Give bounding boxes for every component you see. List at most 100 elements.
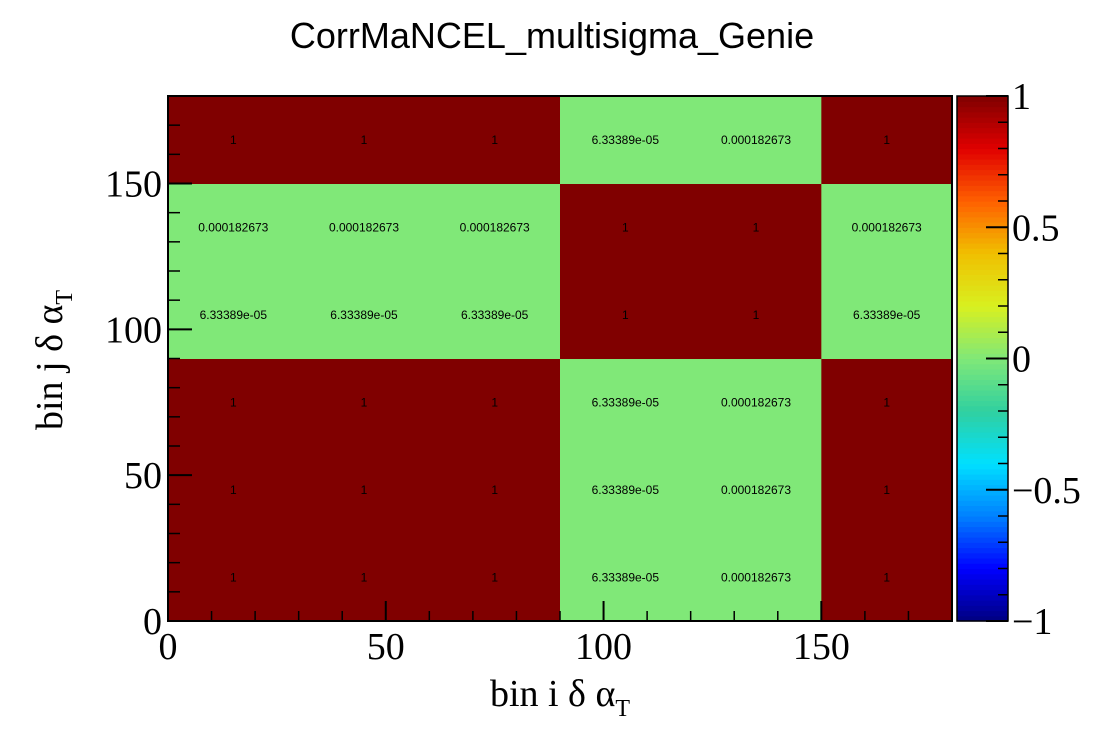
colorbar-segment	[957, 495, 1008, 501]
colorbar-tick-label: −0.5	[1012, 470, 1081, 512]
colorbar-segment	[957, 358, 1008, 365]
heatmap-cell	[429, 271, 561, 359]
colorbar-segment	[957, 537, 1008, 543]
heatmap-cell	[821, 446, 953, 534]
heatmap-cell	[560, 271, 692, 359]
colorbar-segment	[957, 216, 1008, 223]
colorbar-segment	[957, 489, 1008, 496]
colorbar-segment	[957, 542, 1008, 549]
cell-value-label: 0.000182673	[721, 483, 791, 497]
colorbar-segment	[957, 432, 1008, 438]
heatmap-cell	[560, 358, 692, 447]
y-axis-label: bin j δ αT	[29, 290, 78, 430]
colorbar-segment	[957, 531, 1008, 538]
cell-value-label: 1	[491, 570, 498, 584]
colorbar-segment	[957, 117, 1008, 123]
cell-value-label: 1	[753, 220, 760, 234]
colorbar-segment	[957, 279, 1008, 286]
colorbar-segment	[957, 547, 1008, 554]
colorbar-tick-label: 0	[1012, 339, 1031, 381]
heatmap-cell	[690, 533, 822, 622]
colorbar-segment	[957, 447, 1008, 454]
cell-value-label: 1	[622, 308, 629, 322]
colorbar-segment	[957, 264, 1008, 270]
cell-value-label: 6.33389e-05	[330, 308, 398, 322]
colorbar-segment	[957, 127, 1008, 134]
cell-value-label: 6.33389e-05	[592, 395, 660, 409]
heatmap-cell	[298, 183, 430, 272]
colorbar-segment	[957, 516, 1008, 522]
cell-value-label: 1	[230, 570, 237, 584]
colorbar-segment	[957, 122, 1008, 129]
colorbar-segment	[957, 416, 1008, 423]
heatmap-cell	[821, 533, 953, 622]
colorbar-segment	[957, 411, 1008, 417]
colorbar-segment	[957, 253, 1008, 260]
colorbar-segment	[957, 500, 1008, 507]
colorbar-segment	[957, 232, 1008, 239]
x-axis: 0 50 100 150	[159, 601, 953, 668]
heatmap-cell	[168, 96, 300, 184]
cell-value-label: 1	[491, 483, 498, 497]
colorbar-segment	[957, 206, 1008, 213]
cell-value-label: 1	[361, 395, 368, 409]
cell-value-label: 0.000182673	[721, 133, 791, 147]
cell-value-label: 1	[361, 570, 368, 584]
colorbar-segment	[957, 615, 1008, 622]
colorbar-segment	[957, 594, 1008, 601]
colorbar-segment	[957, 185, 1008, 192]
colorbar-segment	[957, 132, 1008, 139]
cell-value-label: 6.33389e-05	[592, 133, 660, 147]
cell-value-label: 1	[883, 570, 890, 584]
colorbar-segment	[957, 274, 1008, 281]
colorbar-segment	[957, 201, 1008, 207]
colorbar-segment	[957, 237, 1008, 244]
heatmap-cell	[429, 183, 561, 272]
colorbar-segment	[957, 437, 1008, 444]
colorbar-segment	[957, 332, 1008, 339]
colorbar-segment	[957, 111, 1008, 118]
colorbar-segment	[957, 468, 1008, 475]
colorbar-segment	[957, 353, 1008, 360]
colorbar-segment	[957, 479, 1008, 486]
cell-value-label: 1	[491, 133, 498, 147]
colorbar-segment	[957, 573, 1008, 580]
x-tick-label: 100	[575, 626, 632, 668]
heatmap-cell	[429, 358, 561, 447]
heatmap-cells	[168, 96, 953, 622]
colorbar-segment	[957, 243, 1008, 249]
colorbar-segment	[957, 180, 1008, 186]
heatmap-cell	[168, 183, 300, 272]
cell-value-label: 1	[622, 220, 629, 234]
colorbar-segment	[957, 143, 1008, 150]
colorbar-tick-label: −1	[1012, 601, 1052, 643]
x-tick-label: 150	[793, 626, 850, 668]
cell-value-label: 1	[883, 395, 890, 409]
colorbar-segment	[957, 148, 1008, 155]
colorbar-segment	[957, 510, 1008, 517]
cell-value-label: 0.000182673	[460, 220, 530, 234]
heatmap-cell	[168, 271, 300, 359]
heatmap-cell	[298, 446, 430, 534]
y-axis: 0 50 100 150	[105, 95, 192, 643]
colorbar: 1 0.5 0 −0.5 −1	[956, 76, 1081, 643]
heatmap-cell	[690, 358, 822, 447]
colorbar-segment	[957, 285, 1008, 291]
heatmap-cell	[168, 533, 300, 622]
colorbar-segment	[957, 526, 1008, 533]
colorbar-segment	[957, 390, 1008, 396]
colorbar-segment	[957, 222, 1008, 228]
cell-value-label: 1	[361, 133, 368, 147]
colorbar-segment	[957, 311, 1008, 318]
cell-value-label: 6.33389e-05	[200, 308, 268, 322]
heatmap-cell	[690, 271, 822, 359]
colorbar-segment	[957, 195, 1008, 202]
cell-value-label: 1	[491, 395, 498, 409]
heatmap-cell	[821, 271, 953, 359]
colorbar-segment	[957, 579, 1008, 585]
colorbar-segment	[957, 295, 1008, 302]
colorbar-segment	[957, 610, 1008, 617]
colorbar-segment	[957, 453, 1008, 459]
heatmap-cell	[821, 96, 953, 184]
cell-value-label: 6.33389e-05	[592, 570, 660, 584]
